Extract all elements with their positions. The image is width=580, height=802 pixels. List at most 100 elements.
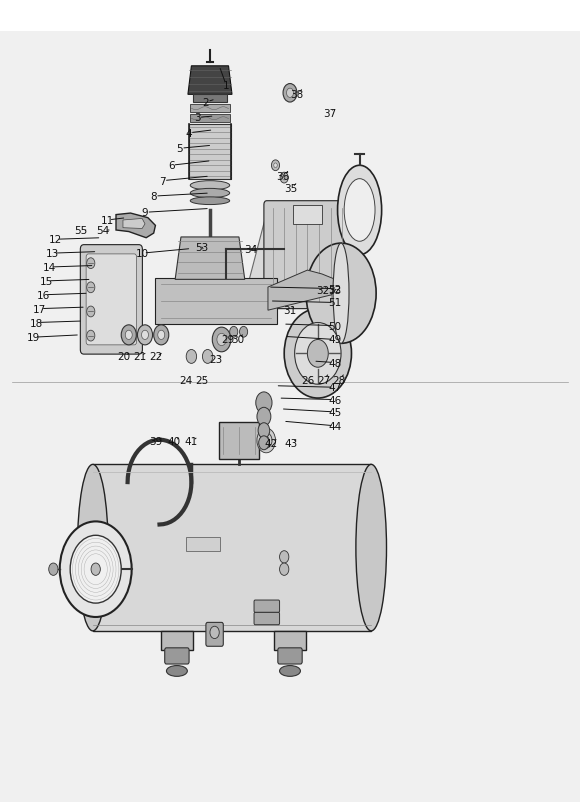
Circle shape <box>70 536 121 603</box>
Circle shape <box>284 310 351 399</box>
Text: 10: 10 <box>136 249 148 259</box>
Circle shape <box>137 326 153 346</box>
Circle shape <box>121 326 136 346</box>
Text: PARTS DIAGRAM: PARTS DIAGRAM <box>207 7 373 25</box>
Text: 14: 14 <box>43 263 56 273</box>
Text: 9: 9 <box>142 208 148 218</box>
FancyBboxPatch shape <box>190 115 230 123</box>
Text: 6: 6 <box>168 161 175 171</box>
FancyBboxPatch shape <box>206 622 223 646</box>
Circle shape <box>260 433 272 448</box>
Text: 49: 49 <box>329 335 342 345</box>
Circle shape <box>91 563 100 576</box>
Ellipse shape <box>306 244 376 344</box>
Circle shape <box>87 258 95 269</box>
Circle shape <box>263 437 269 445</box>
Circle shape <box>271 160 280 172</box>
FancyBboxPatch shape <box>155 278 277 325</box>
FancyBboxPatch shape <box>189 124 231 180</box>
Circle shape <box>87 306 95 318</box>
Circle shape <box>280 563 289 576</box>
Text: 34: 34 <box>244 244 257 254</box>
Circle shape <box>307 340 328 368</box>
Circle shape <box>210 626 219 638</box>
Circle shape <box>274 164 277 168</box>
Text: 50: 50 <box>329 321 342 331</box>
Text: 33: 33 <box>329 286 342 296</box>
FancyBboxPatch shape <box>278 648 302 664</box>
FancyBboxPatch shape <box>93 465 371 631</box>
FancyBboxPatch shape <box>293 205 322 225</box>
Ellipse shape <box>190 189 230 198</box>
FancyBboxPatch shape <box>165 648 189 664</box>
Text: 2: 2 <box>202 98 209 108</box>
FancyBboxPatch shape <box>80 245 142 354</box>
Text: 17: 17 <box>33 304 46 314</box>
Text: 1: 1 <box>223 81 230 91</box>
Text: 52: 52 <box>329 284 342 294</box>
Circle shape <box>60 522 132 618</box>
Polygon shape <box>116 214 155 238</box>
Text: 28: 28 <box>333 375 346 385</box>
Text: 15: 15 <box>40 277 53 286</box>
Ellipse shape <box>333 244 349 344</box>
Circle shape <box>287 89 293 99</box>
FancyBboxPatch shape <box>219 423 259 460</box>
FancyBboxPatch shape <box>274 631 306 650</box>
Text: 51: 51 <box>329 298 342 308</box>
Text: 42: 42 <box>265 438 278 448</box>
Text: 39: 39 <box>149 436 162 447</box>
Text: 43: 43 <box>285 438 298 448</box>
FancyBboxPatch shape <box>0 32 580 802</box>
Circle shape <box>240 327 248 338</box>
Text: 13: 13 <box>46 249 59 259</box>
Text: 35: 35 <box>285 184 298 194</box>
Text: 4: 4 <box>185 128 192 139</box>
Ellipse shape <box>356 465 386 631</box>
FancyBboxPatch shape <box>86 254 137 346</box>
Text: 45: 45 <box>329 407 342 417</box>
Text: 55: 55 <box>75 225 88 236</box>
Circle shape <box>230 327 238 338</box>
Circle shape <box>280 173 288 184</box>
Ellipse shape <box>344 180 375 242</box>
Polygon shape <box>188 67 232 95</box>
FancyBboxPatch shape <box>264 201 351 310</box>
Text: 36: 36 <box>277 172 289 182</box>
FancyBboxPatch shape <box>161 631 193 650</box>
Ellipse shape <box>338 166 382 255</box>
Circle shape <box>295 323 341 385</box>
Text: 30: 30 <box>231 334 244 344</box>
Text: 16: 16 <box>37 290 50 301</box>
Circle shape <box>259 436 269 450</box>
Ellipse shape <box>280 666 300 677</box>
Circle shape <box>212 328 231 352</box>
Ellipse shape <box>190 197 230 205</box>
Circle shape <box>257 407 271 427</box>
Text: 44: 44 <box>329 421 342 431</box>
Circle shape <box>186 350 197 364</box>
Ellipse shape <box>190 181 230 191</box>
Text: 18: 18 <box>30 318 43 328</box>
Text: 5: 5 <box>176 144 183 154</box>
Text: 32: 32 <box>316 286 329 296</box>
Text: 27: 27 <box>317 375 330 385</box>
Text: 8: 8 <box>150 192 157 202</box>
Circle shape <box>154 326 169 346</box>
Polygon shape <box>268 271 335 311</box>
Text: 20: 20 <box>117 352 130 362</box>
Polygon shape <box>248 213 267 317</box>
Text: 41: 41 <box>185 436 198 447</box>
Text: 37: 37 <box>323 109 336 119</box>
Circle shape <box>202 350 213 364</box>
Text: 29: 29 <box>222 334 234 344</box>
Circle shape <box>142 330 148 340</box>
Text: 22: 22 <box>149 352 162 362</box>
Ellipse shape <box>78 465 108 631</box>
FancyBboxPatch shape <box>193 95 227 103</box>
Polygon shape <box>123 219 145 229</box>
FancyBboxPatch shape <box>190 105 230 113</box>
Circle shape <box>87 282 95 294</box>
Text: 21: 21 <box>133 352 146 362</box>
Circle shape <box>283 84 297 103</box>
